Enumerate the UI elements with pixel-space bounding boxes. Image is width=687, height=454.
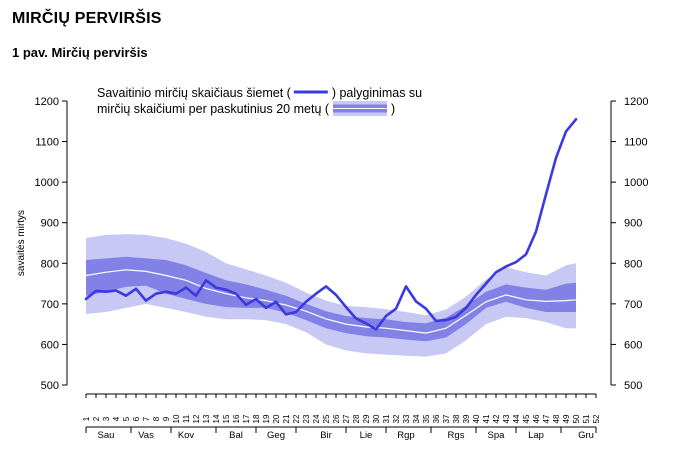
y-tick-label-right: 600 <box>624 339 642 351</box>
month-label: Vas <box>138 430 154 441</box>
week-tick-label: 37 <box>442 414 451 423</box>
week-tick-label: 45 <box>522 414 531 423</box>
y-tick-label-right: 1100 <box>624 137 648 149</box>
y-tick-label-left: 500 <box>41 380 59 392</box>
page-title: MIRČIŲ PERVIRŠIS <box>12 10 162 27</box>
week-tick-label: 14 <box>212 414 221 423</box>
legend: Savaitinio mirčių skaičiaus šiemet ( ) pa… <box>92 82 444 120</box>
figure-caption: 1 pav. Mirčių perviršis <box>12 45 148 60</box>
y-tick-label-right: 500 <box>624 380 642 392</box>
week-tick-label: 44 <box>512 414 521 423</box>
week-tick-label: 23 <box>302 414 311 423</box>
range-bands <box>85 234 577 357</box>
week-tick-label: 10 <box>172 414 181 423</box>
week-tick-label: 33 <box>402 414 411 423</box>
week-tick-label: 35 <box>422 414 431 423</box>
week-tick-label: 52 <box>592 414 601 423</box>
week-tick-label: 51 <box>582 414 591 423</box>
week-tick-label: 43 <box>502 414 511 423</box>
week-tick-label: 24 <box>312 414 321 423</box>
week-tick-label: 47 <box>542 414 551 423</box>
week-tick-label: 42 <box>492 414 501 423</box>
range-inner-band <box>86 256 576 342</box>
week-tick-label: 32 <box>392 414 401 423</box>
week-tick-label: 22 <box>292 414 301 423</box>
week-tick-label: 8 <box>152 416 161 421</box>
week-tick-label: 41 <box>482 414 491 423</box>
week-tick-label: 6 <box>132 416 141 421</box>
week-tick-label: 29 <box>362 414 371 423</box>
y-tick-label-left: 1000 <box>35 177 59 189</box>
week-tick-label: 4 <box>112 416 121 421</box>
month-label: Rgs <box>448 430 465 441</box>
week-tick-label: 46 <box>532 414 541 423</box>
month-label: Rgp <box>397 430 414 441</box>
week-tick-label: 40 <box>472 414 481 423</box>
y-tick-label-left: 900 <box>41 218 59 230</box>
week-tick-label: 1 <box>82 416 91 421</box>
week-tick-label: 5 <box>122 416 131 421</box>
week-tick-label: 7 <box>142 416 151 421</box>
legend-line-1-start: Savaitinio mirčių skaičiaus šiemet ( <box>97 86 292 100</box>
y-tick-label-right: 1200 <box>624 96 648 108</box>
week-tick-label: 18 <box>252 414 261 423</box>
week-tick-label: 38 <box>452 414 461 423</box>
month-label: Lap <box>528 430 544 441</box>
y-tick-label-left: 700 <box>41 299 59 311</box>
y-tick-label-left: 600 <box>41 339 59 351</box>
month-label: Kov <box>178 430 195 441</box>
legend-line-2-end: ) <box>391 102 395 116</box>
week-tick-label: 50 <box>572 414 581 423</box>
week-tick-label: 36 <box>432 414 441 423</box>
week-tick-label: 13 <box>202 414 211 423</box>
y-tick-label-left: 800 <box>41 258 59 270</box>
week-tick-label: 15 <box>222 414 231 423</box>
week-tick-label: 3 <box>102 416 111 421</box>
month-label: Sau <box>98 430 115 441</box>
legend-line-1-end: ) palyginimas su <box>332 86 422 100</box>
week-tick-label: 28 <box>352 414 361 423</box>
y-tick-label-right: 700 <box>624 299 642 311</box>
week-tick-label: 21 <box>282 414 291 423</box>
week-tick-label: 2 <box>92 416 101 421</box>
week-tick-label: 49 <box>562 414 571 423</box>
week-tick-label: 39 <box>462 414 471 423</box>
data-lines <box>84 118 578 331</box>
month-label: Bir <box>320 430 332 441</box>
week-tick-label: 48 <box>552 414 561 423</box>
y-tick-label-left: 1100 <box>35 137 59 149</box>
month-label: Spa <box>488 430 506 441</box>
current-year-line <box>84 118 578 331</box>
week-tick-label: 26 <box>332 414 341 423</box>
y-axis-label: savaitės mirtys <box>16 210 27 276</box>
y-tick-label-right: 1000 <box>624 177 648 189</box>
month-label: Geg <box>267 430 285 441</box>
week-tick-label: 11 <box>182 414 191 423</box>
y-tick-label-right: 800 <box>624 258 642 270</box>
y-tick-label-left: 1200 <box>35 96 59 108</box>
week-tick-label: 31 <box>382 414 391 423</box>
month-label: Bal <box>229 430 243 441</box>
y-tick-label-right: 900 <box>624 218 642 230</box>
week-tick-label: 34 <box>412 414 421 423</box>
month-label: Lie <box>360 430 373 441</box>
week-tick-label: 12 <box>192 414 201 423</box>
week-tick-label: 27 <box>342 414 351 423</box>
week-tick-label: 19 <box>262 414 271 423</box>
week-tick-label: 30 <box>372 414 381 423</box>
legend-line-2-start: mirčių skaičiumi per paskutinius 20 metų… <box>97 102 330 116</box>
month-label: Gru <box>578 430 594 441</box>
week-tick-label: 9 <box>162 416 171 421</box>
week-tick-label: 20 <box>272 414 281 423</box>
week-tick-label: 17 <box>242 414 251 423</box>
week-tick-label: 16 <box>232 414 241 423</box>
median-line <box>85 269 577 334</box>
week-tick-label: 25 <box>322 414 331 423</box>
